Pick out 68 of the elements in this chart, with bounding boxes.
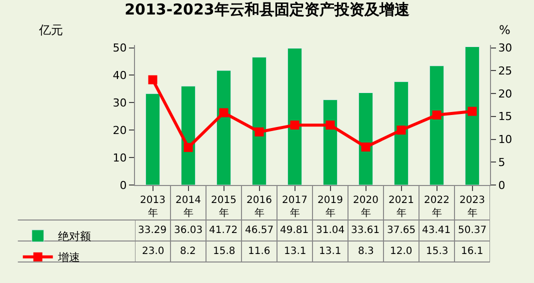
point	[468, 106, 477, 116]
y-tick-label: 40	[112, 69, 127, 82]
y-tick-label: 10	[112, 151, 127, 164]
bar	[394, 81, 409, 185]
data-label: 31.04	[316, 225, 345, 236]
data-label: 16.1	[461, 246, 484, 257]
data-label: 15.8	[213, 246, 236, 257]
data-label: 43.41	[422, 225, 451, 236]
x-tick-label: 2014年	[176, 195, 201, 219]
y-tick-label: 20	[112, 124, 127, 137]
data-label: 23.0	[142, 246, 164, 257]
point	[396, 126, 406, 135]
data-label: 50.37	[458, 225, 487, 236]
y2-tick-label: 10	[498, 133, 512, 146]
data-label: 8.3	[358, 246, 374, 257]
point	[184, 142, 193, 152]
point	[290, 120, 300, 130]
y2-tick-label: 30	[498, 42, 512, 55]
data-label: 13.1	[319, 246, 342, 257]
y2-tick-label: 20	[498, 87, 512, 100]
bar	[180, 86, 196, 185]
x-tick-label: 2015年	[211, 195, 236, 219]
bar	[252, 56, 267, 185]
legend-label: 增速	[56, 251, 80, 264]
data-label: 11.6	[248, 246, 270, 257]
bar	[145, 93, 160, 185]
x-tick-label: 2020年	[353, 195, 378, 219]
x-tick-label: 2016年	[246, 195, 272, 219]
data-label: 33.29	[138, 225, 167, 236]
bar	[287, 48, 302, 185]
data-label: 46.57	[245, 225, 274, 236]
point	[148, 75, 158, 84]
legend-label: 绝对额	[58, 230, 91, 244]
y-axis-title: 亿元	[38, 23, 63, 37]
y2-tick-label: 0	[498, 178, 506, 192]
x-tick-label: 2019年	[318, 195, 343, 219]
data-label: 37.65	[387, 225, 416, 236]
y-tick-label: 0	[120, 178, 127, 192]
y2-tick-label: 15	[498, 110, 512, 124]
bar	[216, 70, 232, 185]
data-label: 15.3	[426, 246, 448, 257]
bar	[322, 100, 338, 185]
point	[219, 108, 228, 118]
data-label: 49.81	[280, 225, 309, 236]
data-label: 8.2	[180, 246, 196, 257]
x-tick-label: 2017年	[282, 195, 308, 219]
bar	[464, 46, 480, 185]
y2-tick-label: 5	[498, 156, 506, 169]
data-label: 36.03	[174, 225, 203, 236]
bar	[358, 92, 374, 185]
y2-axis-title: %	[499, 23, 510, 37]
data-label: 33.61	[351, 225, 380, 236]
point	[326, 120, 335, 130]
x-tick-label: 2023年	[460, 195, 485, 219]
bar	[429, 66, 444, 185]
y-tick-label: 50	[112, 42, 127, 55]
x-tick-label: 2022年	[424, 195, 450, 219]
data-label: 13.1	[284, 246, 306, 257]
point	[361, 142, 370, 152]
y2-tick-label: 25	[498, 64, 512, 78]
x-tick-label: 2021年	[388, 195, 414, 219]
data-label: 41.72	[209, 225, 238, 236]
x-tick-label: 2013年	[140, 195, 166, 219]
point	[254, 127, 264, 136]
point	[432, 110, 442, 120]
y-tick-label: 30	[112, 96, 127, 110]
chart-title: 2013-2023年云和县固定资产投资及增速	[124, 0, 410, 19]
data-label: 12.0	[390, 246, 412, 257]
